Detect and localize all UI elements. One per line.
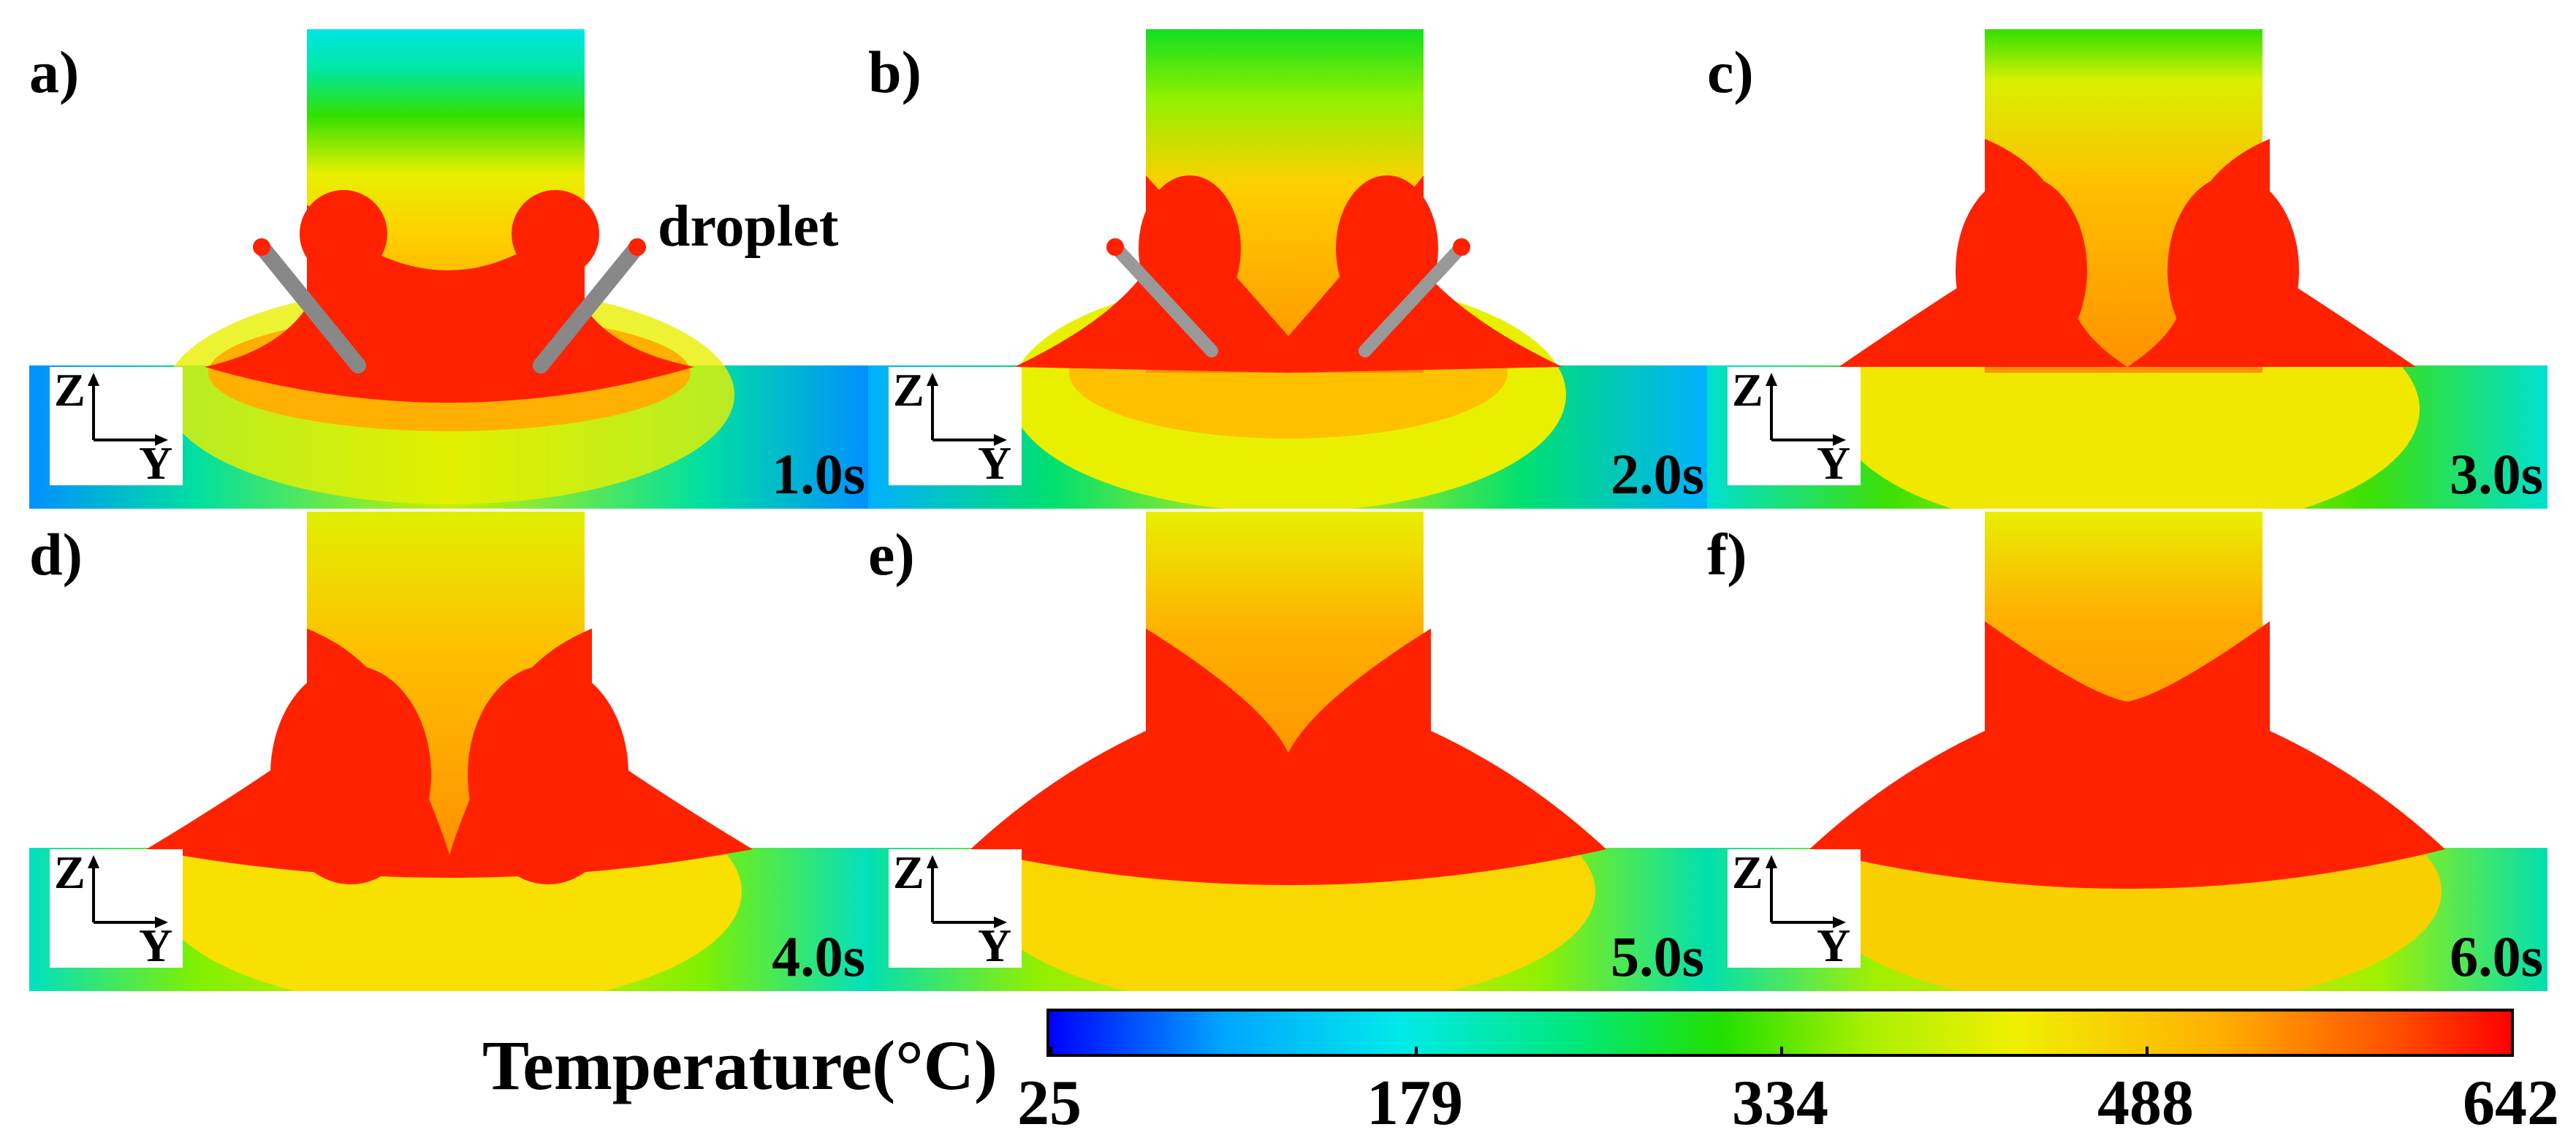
axis-y-label: Y <box>1817 919 1851 971</box>
temperature-field-f <box>1707 512 2547 991</box>
axis-z-label: Z <box>1732 846 1763 898</box>
panel-time: 3.0s <box>2450 442 2543 506</box>
axis-z-label: Z <box>54 364 86 416</box>
axis-arrows-icon <box>88 855 168 928</box>
panel-f: f) Z Y 6.0s <box>1707 512 2547 991</box>
axis-indicator: Z Y <box>50 364 183 489</box>
panel-letter: d) <box>29 521 83 588</box>
droplet-label: droplet <box>658 194 839 259</box>
colorbar-tick <box>2146 1047 2148 1057</box>
axis-indicator: Z Y <box>889 364 1022 489</box>
axis-arrows-icon <box>1766 855 1846 928</box>
axis-indicator: Z Y <box>889 846 1022 971</box>
panel-letter: e) <box>868 521 915 588</box>
legend-title: Temperature(°C) <box>482 1026 998 1104</box>
colorbar-tick <box>1049 1047 1052 1057</box>
colorbar-tick <box>1415 1047 1418 1057</box>
colorbar-tick-label: 488 <box>2097 1068 2194 1139</box>
axis-arrows-icon <box>927 373 1007 446</box>
colorbar-tick-label: 179 <box>1367 1068 1463 1139</box>
axis-indicator: Z Y <box>1728 846 1861 971</box>
panel-letter: a) <box>29 39 80 105</box>
axis-z-label: Z <box>893 364 924 416</box>
panel-a: a) droplet Z Y 1.0s <box>29 29 870 509</box>
axis-indicator: Z Y <box>50 846 183 971</box>
axis-z-label: Z <box>1732 364 1763 416</box>
panel-time: 6.0s <box>2450 925 2543 988</box>
colorbar-tick-label: 642 <box>2463 1068 2559 1139</box>
panel-time: 2.0s <box>1611 442 1704 506</box>
panel-b: b) Z Y 2.0s <box>868 29 1709 509</box>
colorbar-tick <box>2511 1047 2514 1057</box>
axis-y-label: Y <box>139 919 173 971</box>
panel-time: 5.0s <box>1611 925 1704 988</box>
colorbar-tick-label: 334 <box>1732 1068 1828 1139</box>
colorbar-tick <box>1780 1047 1783 1057</box>
colorbar-tick-label: 25 <box>1017 1068 1082 1139</box>
temperature-field-e <box>868 512 1709 991</box>
temperature-legend: Temperature(°C) 25 179 334 488 642 <box>0 1009 2576 1146</box>
axis-arrows-icon <box>1766 373 1846 446</box>
panel-time: 1.0s <box>772 442 865 506</box>
panel-c: c) Z Y 3.0s <box>1707 29 2547 509</box>
temperature-field-a <box>29 29 870 509</box>
colorbar: 25 179 334 488 642 <box>1017 1009 2559 1136</box>
axis-indicator: Z Y <box>1728 364 1861 489</box>
panel-e: e) Z Y 5.0s <box>868 512 1709 991</box>
axis-y-label: Y <box>978 919 1012 971</box>
panel-time: 4.0s <box>772 925 865 988</box>
axis-y-label: Y <box>978 437 1012 489</box>
panel-letter: b) <box>868 39 922 105</box>
panel-d: d) Z Y 4.0s <box>29 512 870 991</box>
panel-letter: c) <box>1707 39 1754 105</box>
axis-z-label: Z <box>54 846 86 898</box>
axis-arrows-icon <box>927 855 1007 928</box>
axis-y-label: Y <box>1817 437 1851 489</box>
panel-letter: f) <box>1707 521 1747 588</box>
axis-arrows-icon <box>88 373 168 446</box>
axis-z-label: Z <box>893 846 924 898</box>
axis-y-label: Y <box>139 437 173 489</box>
